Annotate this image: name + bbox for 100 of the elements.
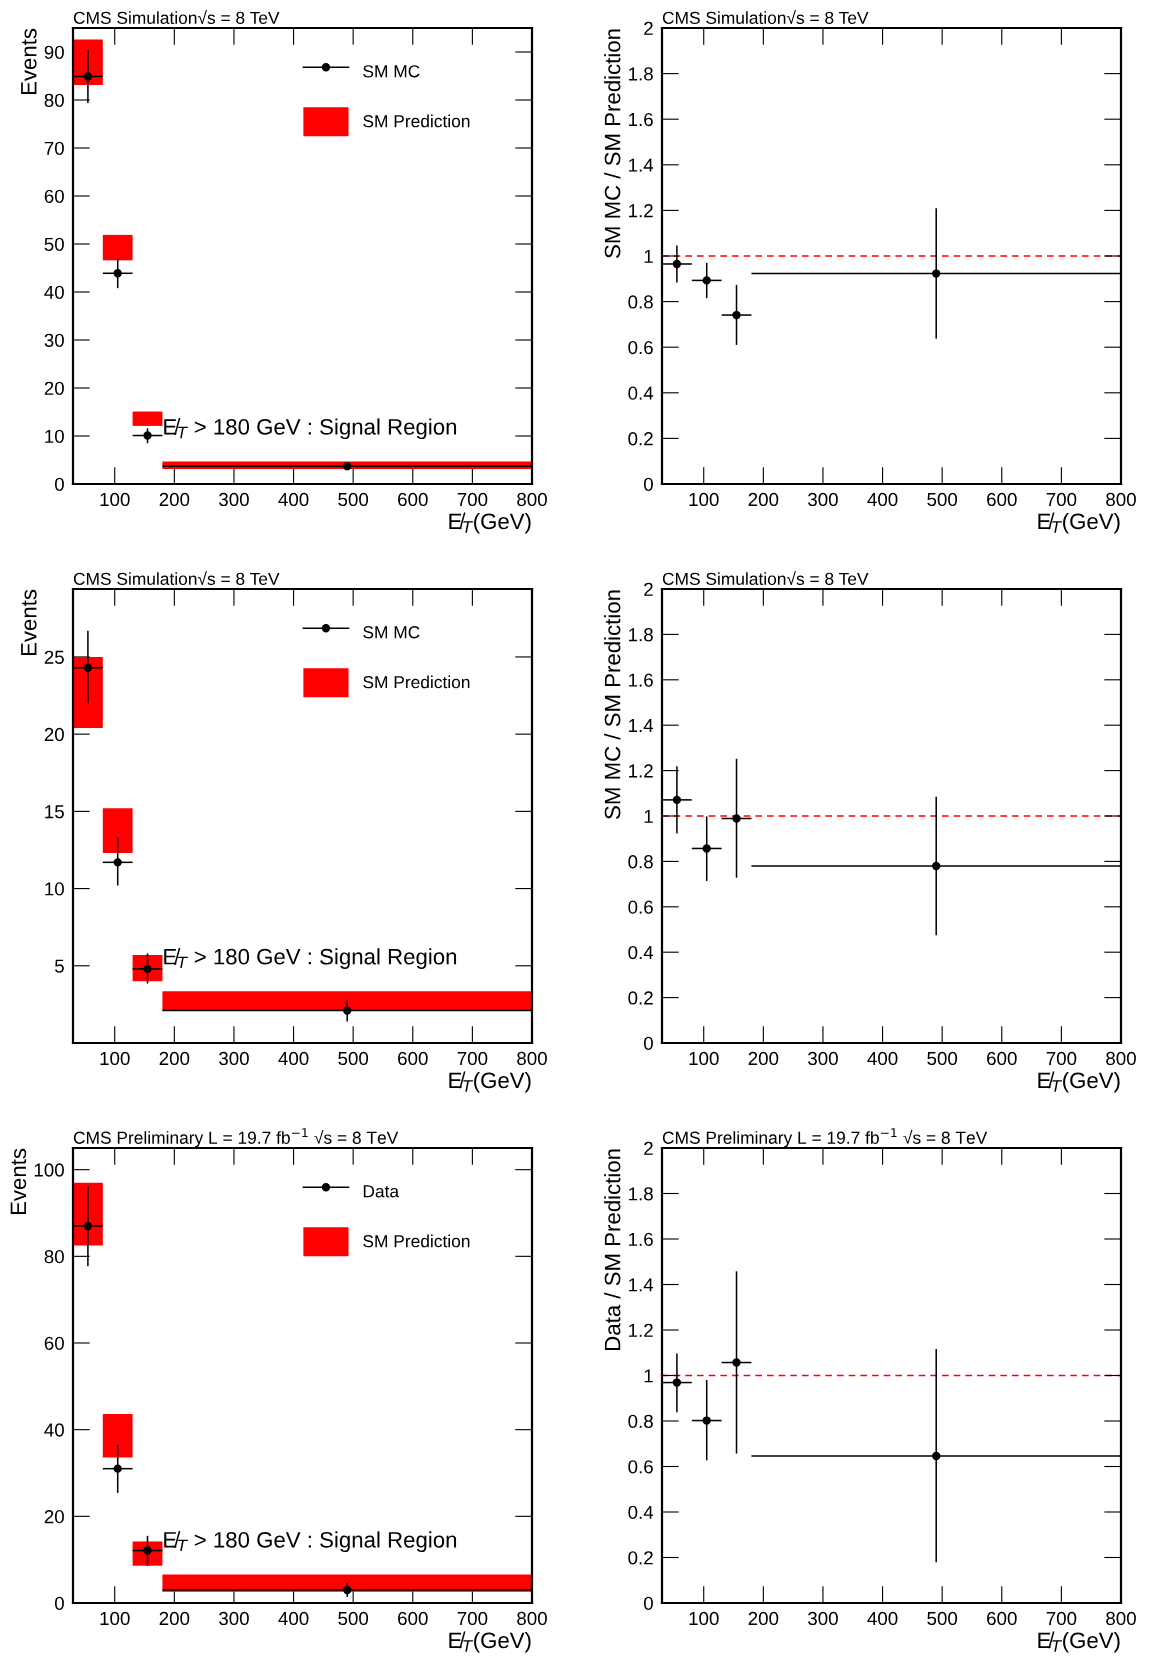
y-tick-label: 1.8: [629, 67, 653, 81]
y-tick-label: 1.2: [629, 204, 653, 218]
y-tick-label: 0.2: [628, 1551, 653, 1565]
y-tick-label: 80: [44, 1250, 64, 1264]
x-tick-label: 800: [1106, 1051, 1136, 1066]
y-tick-label: 1.2: [629, 1323, 653, 1337]
legend-label: SM MC: [363, 65, 420, 78]
y-tick-label: 30: [44, 333, 64, 347]
x-axis-title: E̸$_{T}$(GeV): [1038, 1071, 1120, 1093]
x-tick-label: 100: [689, 1611, 719, 1626]
x-tick-label: 100: [100, 1611, 130, 1626]
y-tick-label: 0.6: [628, 340, 653, 355]
x-tick-label: 300: [808, 492, 838, 507]
y-tick-label: 15: [45, 805, 64, 819]
x-tick-label: 600: [398, 1611, 428, 1626]
chart-title: CMS Simulation√s = 8 TeV: [662, 571, 869, 585]
x-tick-label: 800: [1106, 492, 1136, 507]
chart-title: CMS Simulation√s = 8 TeV: [662, 10, 869, 24]
x-tick-label: 700: [457, 492, 488, 507]
annotation: E̸$_{T}$ > 180 GeV : Signal Region: [164, 418, 457, 440]
y-axis-title: Data / SM Prediction: [604, 1149, 621, 1350]
y-tick-label: 0.4: [628, 1505, 654, 1519]
x-tick-label: 500: [338, 1051, 369, 1066]
y-tick-label: 1.2: [629, 764, 653, 778]
y-tick-label: 20: [44, 381, 64, 395]
x-tick-label: 200: [159, 492, 190, 507]
y-tick-label: 20: [44, 1510, 64, 1524]
legend-label: SM MC: [363, 626, 420, 639]
y-axis-title: SM MC / SM Prediction: [604, 590, 621, 819]
x-tick-label: 700: [457, 1051, 488, 1066]
y-tick-label: 0.6: [628, 1460, 653, 1474]
x-tick-label: 100: [100, 492, 130, 507]
x-tick-label: 700: [1046, 492, 1077, 507]
y-tick-label: 0.2: [628, 432, 653, 446]
legend-label: SM Prediction: [363, 114, 470, 128]
x-tick-label: 500: [338, 492, 369, 507]
y-axis-title: Events: [10, 1148, 27, 1215]
y-tick-label: 70: [44, 141, 64, 155]
y-tick-label: 0.8: [628, 295, 653, 309]
x-tick-label: 500: [927, 1051, 958, 1066]
annotation: E̸$_{T}$ > 180 GeV : Signal Region: [164, 947, 457, 969]
legend-label: SM Prediction: [363, 675, 470, 689]
y-tick-label: 25: [44, 650, 64, 664]
x-tick-label: 100: [689, 1051, 719, 1066]
y-tick-label: 1.6: [629, 673, 653, 687]
x-tick-label: 500: [927, 1611, 958, 1626]
y-tick-label: 10: [45, 429, 64, 443]
x-tick-label: 300: [219, 492, 249, 507]
y-tick-label: 1.6: [629, 112, 653, 127]
x-tick-label: 200: [748, 492, 779, 507]
x-tick-label: 400: [867, 1051, 898, 1066]
x-axis-title: E̸$_{T}$(GeV): [449, 1071, 531, 1093]
y-tick-label: 60: [44, 1336, 64, 1350]
y-tick-label: 2: [644, 1141, 653, 1155]
y-tick-label: 60: [44, 189, 64, 203]
x-tick-label: 200: [748, 1611, 779, 1626]
y-tick-label: 0: [643, 1036, 653, 1050]
y-tick-label: 50: [44, 237, 64, 251]
x-tick-label: 200: [748, 1051, 779, 1066]
x-tick-label: 200: [159, 1611, 190, 1626]
x-tick-label: 300: [808, 1611, 838, 1626]
y-tick-label: 1.4: [629, 1278, 654, 1292]
y-tick-label: 2: [644, 582, 653, 596]
y-tick-label: 0.8: [628, 1414, 653, 1428]
x-axis-title: E̸$_{T}$(GeV): [449, 1631, 531, 1653]
x-tick-label: 200: [159, 1051, 190, 1066]
x-tick-label: 300: [219, 1051, 249, 1066]
y-tick-label: 1.4: [629, 719, 654, 732]
y-tick-label: 0: [643, 1596, 653, 1610]
y-tick-label: 0: [54, 1596, 64, 1610]
legend-label: SM Prediction: [363, 1234, 470, 1248]
y-tick-label: 0.2: [628, 991, 653, 1005]
x-tick-label: 700: [1046, 1611, 1077, 1626]
x-tick-label: 500: [338, 1611, 369, 1626]
x-tick-label: 700: [1046, 1051, 1077, 1066]
x-tick-label: 800: [517, 1611, 547, 1626]
chart-title: CMS Preliminary L = 19.7 fb$^{−1}$ √s = 8 TeV: [662, 1128, 988, 1148]
x-tick-label: 600: [987, 492, 1017, 507]
x-tick-label: 800: [517, 492, 547, 507]
y-tick-label: 40: [44, 1423, 64, 1437]
chart-title: CMS Preliminary L = 19.7 fb$^{−1}$ √s = 8 TeV: [73, 1128, 399, 1148]
y-axis-title: Events: [21, 589, 37, 656]
y-tick-label: 40: [44, 285, 64, 299]
y-tick-label: 0: [643, 477, 653, 491]
y-tick-label: 90: [44, 45, 64, 59]
y-tick-label: 5: [54, 959, 64, 973]
y-tick-label: 0.4: [628, 945, 654, 960]
legend-label: Data: [363, 1185, 400, 1198]
y-tick-label: 1: [644, 809, 653, 823]
x-tick-label: 700: [457, 1611, 488, 1626]
x-axis-title: E̸$_{T}$(GeV): [1038, 1631, 1120, 1653]
y-tick-label: 0.6: [628, 900, 653, 914]
x-tick-label: 500: [927, 492, 958, 507]
y-tick-label: 100: [34, 1163, 64, 1177]
x-axis-title: E̸$_{T}$(GeV): [449, 512, 531, 534]
y-tick-label: 1.8: [629, 1187, 653, 1201]
y-tick-label: 10: [45, 882, 64, 896]
x-tick-label: 800: [517, 1051, 547, 1066]
x-tick-label: 400: [867, 492, 898, 507]
y-tick-label: 1.6: [629, 1232, 653, 1246]
